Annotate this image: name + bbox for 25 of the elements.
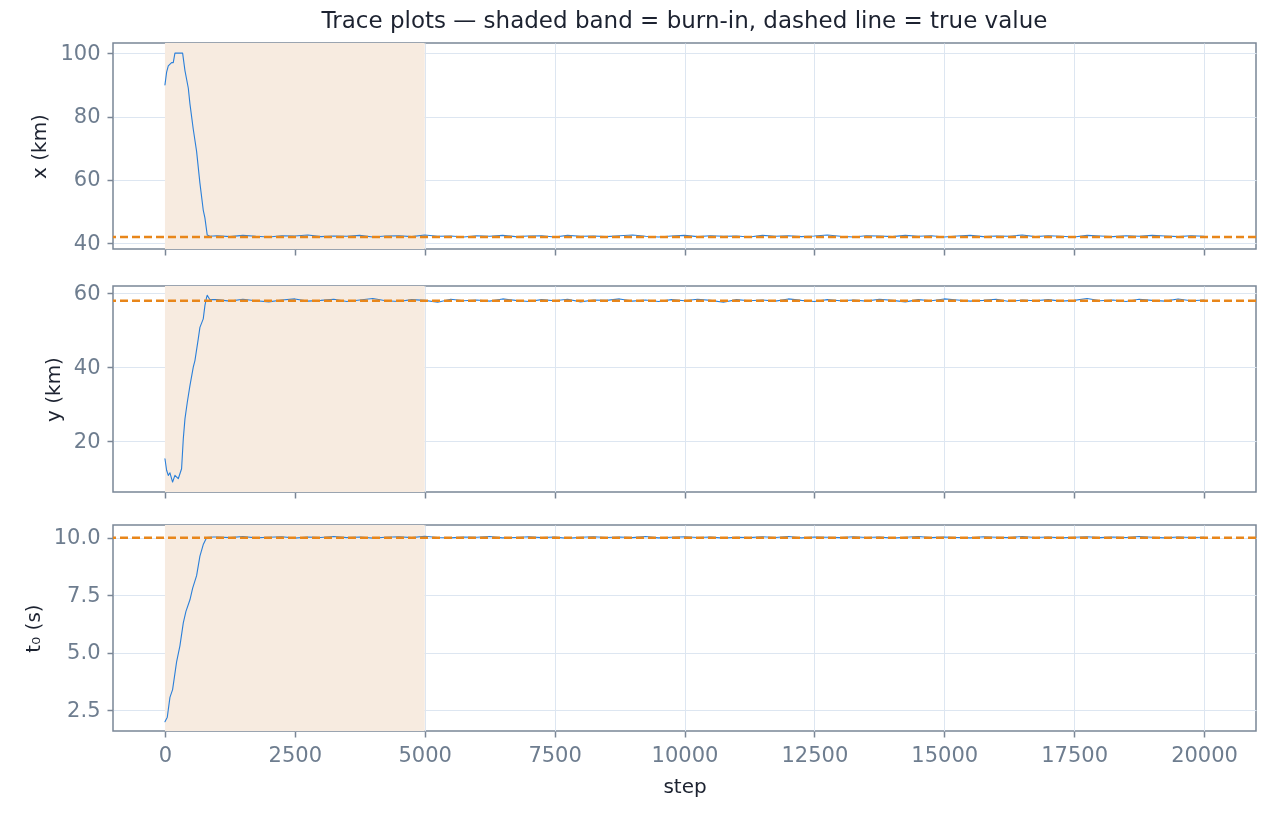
x-tick-label: 10000: [651, 742, 719, 767]
y-tick-label: 2.5: [67, 697, 101, 722]
y-tick-label: 20: [73, 428, 101, 453]
y-tick-label: 100: [60, 40, 101, 65]
x-tick-label: 17500: [1041, 742, 1109, 767]
x-tick-label: 15000: [911, 742, 979, 767]
y-tick-label: 60: [73, 280, 101, 305]
y-tick-label: 40: [73, 354, 101, 379]
y-tick-label: 40: [73, 230, 101, 255]
x-tick-label: 0: [158, 742, 173, 767]
y-axis-title: x (km): [27, 114, 52, 179]
y-axis-title: t₀ (s): [20, 604, 45, 653]
x-tick-label: 7500: [528, 742, 582, 767]
y-tick-label: 10.0: [53, 525, 101, 550]
x-axis-title: step: [663, 773, 707, 798]
y-tick-label: 60: [73, 167, 101, 192]
y-tick-label: 80: [73, 104, 101, 129]
y-tick-label: 7.5: [67, 582, 101, 607]
y-tick-label: 5.0: [67, 640, 101, 665]
x-tick-label: 20000: [1171, 742, 1238, 767]
chart-title: Trace plots — shaded band = burn-in, dashed line = true value: [320, 7, 1048, 34]
x-tick-label: 12500: [781, 742, 849, 767]
x-tick-label: 2500: [268, 742, 323, 767]
y-axis-title: y (km): [40, 357, 65, 422]
x-tick-label: 5000: [398, 742, 452, 767]
